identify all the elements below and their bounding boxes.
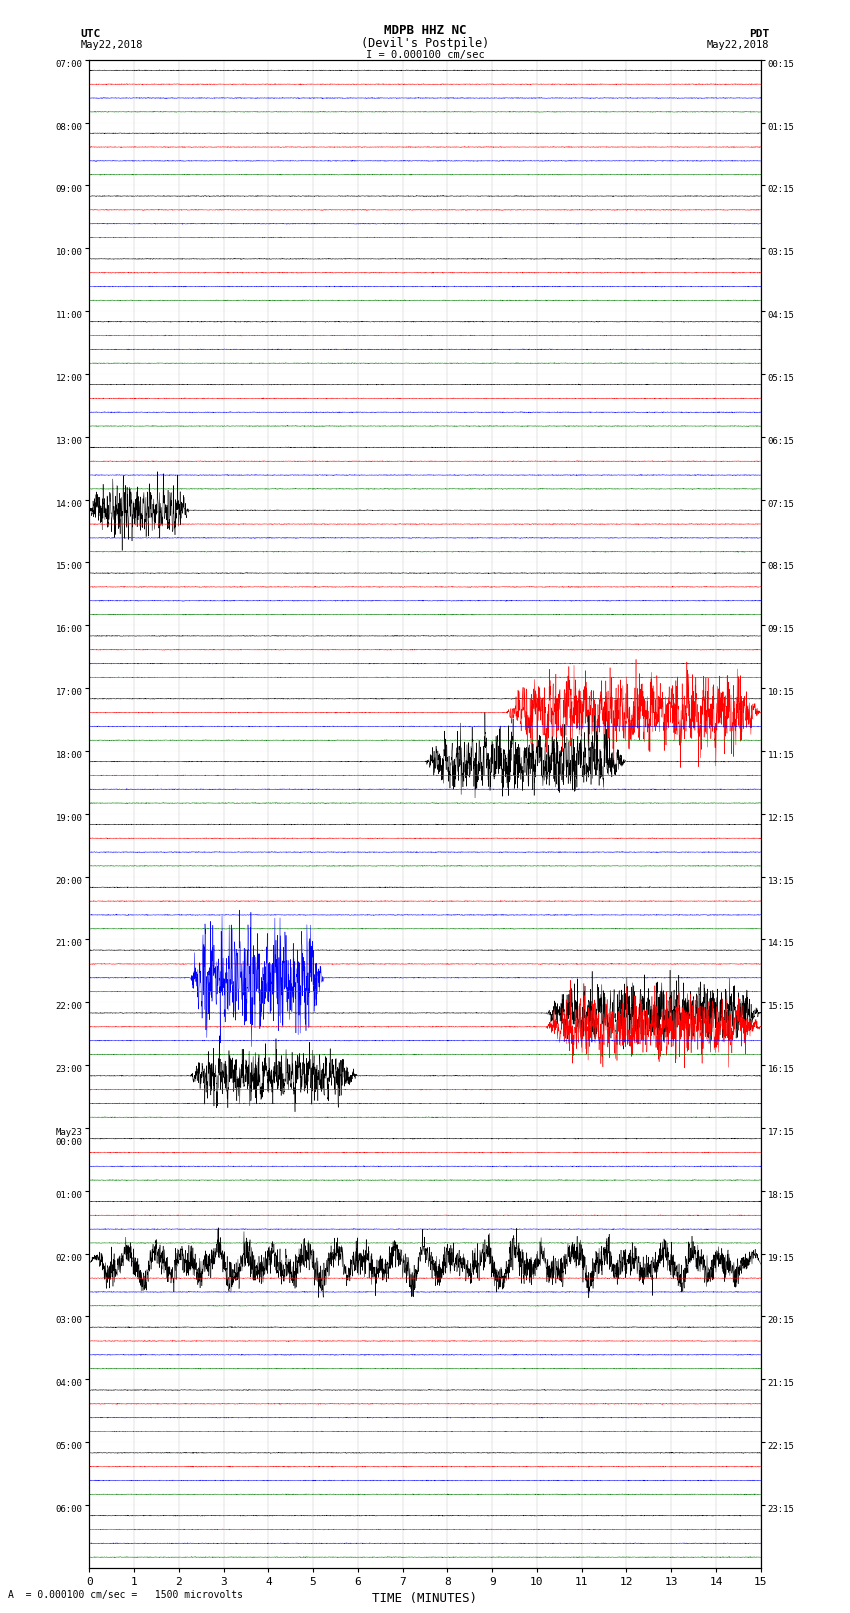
Text: I = 0.000100 cm/sec: I = 0.000100 cm/sec: [366, 50, 484, 60]
X-axis label: TIME (MINUTES): TIME (MINUTES): [372, 1592, 478, 1605]
Text: May22,2018: May22,2018: [81, 40, 144, 50]
Text: UTC: UTC: [81, 29, 101, 39]
Text: PDT: PDT: [749, 29, 769, 39]
Text: (Devil's Postpile): (Devil's Postpile): [361, 37, 489, 50]
Text: MDPB HHZ NC: MDPB HHZ NC: [383, 24, 467, 37]
Text: A  = 0.000100 cm/sec =   1500 microvolts: A = 0.000100 cm/sec = 1500 microvolts: [8, 1590, 243, 1600]
Text: May22,2018: May22,2018: [706, 40, 769, 50]
